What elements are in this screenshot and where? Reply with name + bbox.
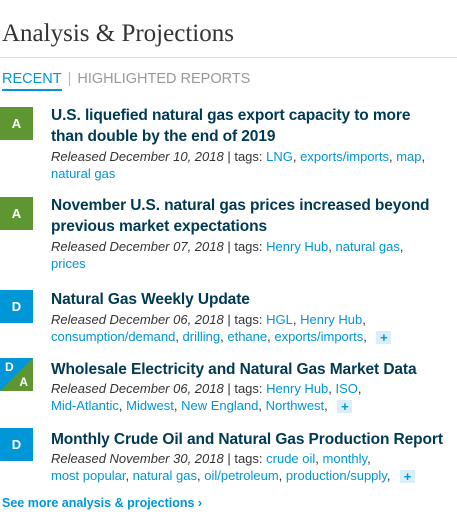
tag-link[interactable]: monthly: [322, 451, 368, 466]
release-date: Released December 06, 2018: [51, 312, 224, 327]
tag-link[interactable]: oil/petroleum: [204, 468, 279, 483]
data-analysis-badge: D A: [0, 358, 33, 391]
tag-link[interactable]: Northwest: [265, 398, 325, 413]
tag-link[interactable]: exports/imports: [300, 149, 389, 164]
article-title[interactable]: November U.S. natural gas prices increas…: [51, 197, 430, 235]
analysis-badge: A: [0, 107, 33, 140]
article-title[interactable]: U.S. liquefied natural gas export capaci…: [51, 107, 411, 145]
tag-link[interactable]: Henry Hub: [300, 312, 363, 327]
tag-link[interactable]: ethane: [227, 329, 268, 344]
tag-link[interactable]: New England: [181, 398, 259, 413]
see-more-link[interactable]: See more analysis & projections ›: [2, 496, 203, 510]
release-date: Released December 07, 2018: [51, 239, 224, 254]
tag-link[interactable]: Mid-Atlantic: [51, 398, 119, 413]
data-badge: D: [0, 428, 33, 461]
release-date: Released December 06, 2018: [51, 381, 224, 396]
badge-bottom-letter: A: [19, 375, 28, 389]
tag-link[interactable]: Midwest: [126, 398, 174, 413]
more-tags-button[interactable]: +: [337, 400, 353, 414]
tag-link[interactable]: most popular: [51, 468, 126, 483]
release-date: Released November 30, 2018: [51, 451, 224, 466]
tag-link[interactable]: natural gas: [51, 166, 116, 181]
tag-link[interactable]: ISO: [335, 381, 358, 396]
release-date: Released December 10, 2018: [51, 149, 224, 164]
tab-highlighted-reports[interactable]: HIGHLIGHTED REPORTS: [77, 71, 251, 87]
article-meta: Released December 10, 2018 | tags: LNG, …: [51, 149, 426, 181]
article-meta: Released December 06, 2018 | tags: Henry…: [51, 381, 362, 415]
tag-link[interactable]: natural gas: [132, 468, 197, 483]
article-title[interactable]: Monthly Crude Oil and Natural Gas Produc…: [51, 431, 443, 448]
data-badge: D: [0, 290, 33, 323]
article-meta: Released December 07, 2018 | tags: Henry…: [51, 239, 404, 271]
tag-link[interactable]: map: [396, 149, 422, 164]
tag-link[interactable]: Henry Hub: [266, 381, 329, 396]
tag-link[interactable]: LNG: [266, 149, 293, 164]
tag-link[interactable]: prices: [51, 256, 86, 271]
article-title[interactable]: Wholesale Electricity and Natural Gas Ma…: [51, 361, 417, 378]
article-meta: Released December 06, 2018 | tags: HGL, …: [51, 311, 456, 345]
tag-link[interactable]: natural gas: [335, 239, 400, 254]
tag-link[interactable]: consumption/demand: [51, 329, 176, 344]
article-meta: Released November 30, 2018 | tags: crude…: [51, 450, 456, 484]
tag-link[interactable]: production/supply: [285, 468, 387, 483]
tab-recent[interactable]: RECENT: [2, 71, 62, 91]
tag-link[interactable]: crude oil: [266, 451, 316, 466]
tag-link[interactable]: HGL: [266, 312, 293, 327]
more-tags-button[interactable]: +: [376, 331, 392, 345]
section-heading: Analysis & Projections: [2, 20, 234, 47]
tab-separator: |: [67, 71, 72, 87]
tag-link[interactable]: drilling: [182, 329, 221, 344]
badge-top-letter: D: [5, 360, 14, 374]
analysis-badge: A: [0, 197, 33, 230]
more-tags-button[interactable]: +: [400, 470, 416, 484]
heading-divider: [0, 57, 457, 58]
tag-link[interactable]: exports/imports: [274, 329, 364, 344]
tag-link[interactable]: Henry Hub: [266, 239, 329, 254]
article-title[interactable]: Natural Gas Weekly Update: [51, 291, 250, 308]
tab-bar: RECENT | HIGHLIGHTED REPORTS: [2, 71, 251, 91]
